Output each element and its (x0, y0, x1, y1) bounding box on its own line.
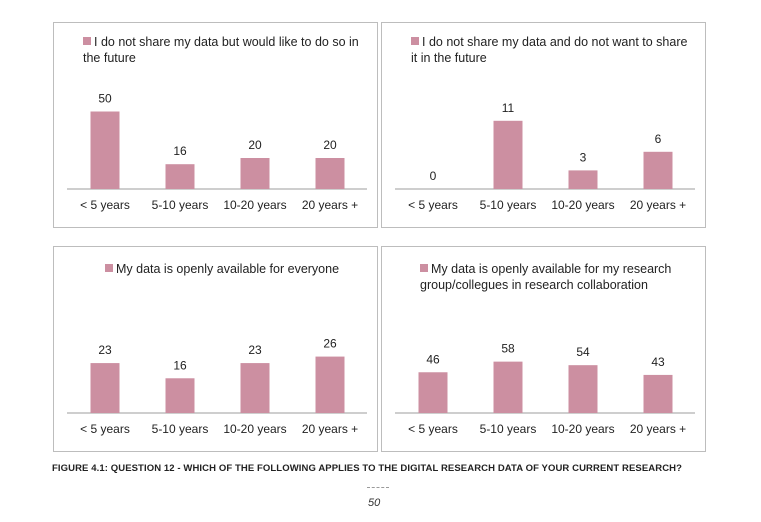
legend-swatch (83, 37, 91, 45)
data-label: 16 (173, 144, 187, 158)
data-label: 50 (98, 92, 112, 106)
bar-chart-3: 23 < 5 years 16 5-10 years 23 10-20 years 26 20… (67, 337, 367, 436)
x-tick-label: 5-10 years (152, 422, 209, 436)
bar (418, 372, 448, 413)
chart-legend: I do not share my data but would like to… (83, 34, 359, 66)
chart-panel-4: 46 < 5 years 58 5-10 years 54 10-20 years 43 20… (381, 246, 706, 452)
data-label: 23 (248, 343, 262, 357)
chart-legend: My data is openly available for everyone (105, 261, 339, 277)
legend-swatch (420, 264, 428, 272)
chart-panel-3: 23 < 5 years 16 5-10 years 23 10-20 years 26 20… (53, 246, 378, 452)
bar (568, 170, 598, 189)
legend-swatch (105, 264, 113, 272)
data-label: 6 (655, 132, 662, 146)
bar-chart-1: 50 < 5 years 16 5-10 years 20 10-20 years 20 20… (67, 92, 367, 212)
bar (493, 120, 523, 189)
bar (568, 365, 598, 413)
data-label: 20 (248, 138, 262, 152)
chart-legend: My data is openly available for my resea… (420, 261, 671, 293)
legend-text: it in the future (411, 51, 487, 65)
legend-text: I do not share my data but would like to… (94, 35, 359, 49)
x-tick-label: < 5 years (80, 198, 130, 212)
x-tick-label: < 5 years (80, 422, 130, 436)
x-tick-label: 20 years + (302, 422, 358, 436)
legend-line: My data is openly available for my resea… (420, 261, 671, 277)
bar (240, 158, 270, 189)
figure-caption: FIGURE 4.1: QUESTION 12 - WHICH OF THE F… (52, 463, 683, 474)
legend-text: My data is openly available for my resea… (431, 262, 672, 276)
bar-chart-4: 46 < 5 years 58 5-10 years 54 10-20 years 43 20… (395, 342, 695, 436)
data-label: 20 (323, 138, 337, 152)
legend-line: it in the future (411, 50, 687, 66)
x-tick-label: 10-20 years (223, 422, 286, 436)
data-label: 54 (576, 345, 590, 359)
chart-panel-2: 0 < 5 years 11 5-10 years 3 10-20 years 6 20 ye… (381, 22, 706, 228)
data-label: 26 (323, 337, 337, 351)
legend-line: I do not share my data and do not want t… (411, 34, 687, 50)
chart-legend: I do not share my data and do not want t… (411, 34, 687, 66)
legend-line: I do not share my data but would like to… (83, 34, 359, 50)
bar (90, 363, 120, 413)
legend-line: My data is openly available for everyone (105, 261, 339, 277)
legend-text: My data is openly available for everyone (116, 262, 340, 276)
x-tick-label: 20 years + (630, 198, 686, 212)
bar (165, 378, 195, 413)
x-tick-label: 20 years + (302, 198, 358, 212)
legend-line: group/collegues in research collaboratio… (420, 277, 671, 293)
legend-text: the future (83, 51, 136, 65)
x-tick-label: 5-10 years (480, 198, 537, 212)
x-tick-label: 10-20 years (551, 422, 614, 436)
data-label: 46 (426, 352, 440, 366)
x-tick-label: < 5 years (408, 422, 458, 436)
page-number: 50 (368, 497, 381, 509)
bar (90, 111, 120, 189)
page-divider (367, 487, 389, 488)
data-label: 3 (580, 150, 587, 164)
data-label: 0 (430, 169, 437, 183)
x-tick-label: 10-20 years (551, 198, 614, 212)
legend-swatch (411, 37, 419, 45)
data-label: 16 (173, 358, 187, 372)
bar (643, 151, 673, 189)
bar (643, 374, 673, 413)
bar (165, 164, 195, 189)
bar (493, 361, 523, 413)
data-label: 43 (651, 355, 665, 369)
chart-panel-1: 50 < 5 years 16 5-10 years 20 10-20 years 20 20… (53, 22, 378, 228)
bar-chart-2: 0 < 5 years 11 5-10 years 3 10-20 years 6 20 ye… (395, 101, 695, 212)
x-tick-label: 5-10 years (480, 422, 537, 436)
data-label: 11 (502, 101, 515, 115)
bar (315, 356, 345, 413)
data-label: 58 (501, 342, 515, 356)
bar (240, 363, 270, 413)
bar (315, 158, 345, 189)
x-tick-label: 20 years + (630, 422, 686, 436)
legend-text: group/collegues in research collaboratio… (420, 278, 648, 292)
x-tick-label: 5-10 years (152, 198, 209, 212)
data-label: 23 (98, 343, 112, 357)
legend-line: the future (83, 50, 359, 66)
legend-text: I do not share my data and do not want t… (422, 35, 688, 49)
x-tick-label: 10-20 years (223, 198, 286, 212)
x-tick-label: < 5 years (408, 198, 458, 212)
